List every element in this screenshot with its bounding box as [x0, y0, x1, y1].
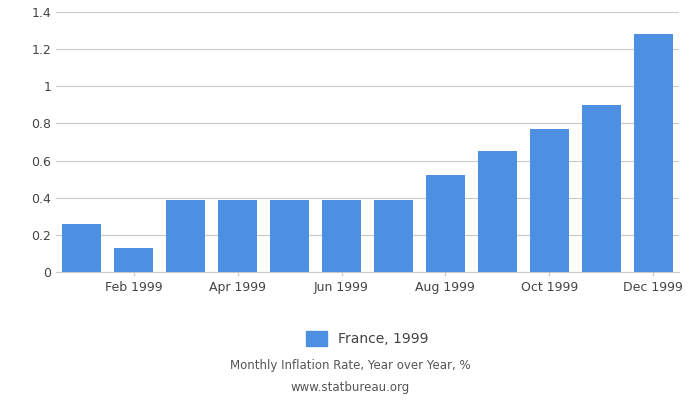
Bar [530, 129, 568, 272]
Bar [478, 151, 517, 272]
Bar [582, 105, 621, 272]
Text: www.statbureau.org: www.statbureau.org [290, 382, 410, 394]
Text: Monthly Inflation Rate, Year over Year, %: Monthly Inflation Rate, Year over Year, … [230, 360, 470, 372]
Bar [270, 200, 309, 272]
Legend: France, 1999: France, 1999 [301, 326, 434, 352]
Bar [218, 200, 257, 272]
Bar [426, 176, 465, 272]
Bar [167, 200, 205, 272]
Bar [374, 200, 413, 272]
Bar [634, 34, 673, 272]
Bar [62, 224, 102, 272]
Bar [322, 200, 361, 272]
Bar [114, 248, 153, 272]
